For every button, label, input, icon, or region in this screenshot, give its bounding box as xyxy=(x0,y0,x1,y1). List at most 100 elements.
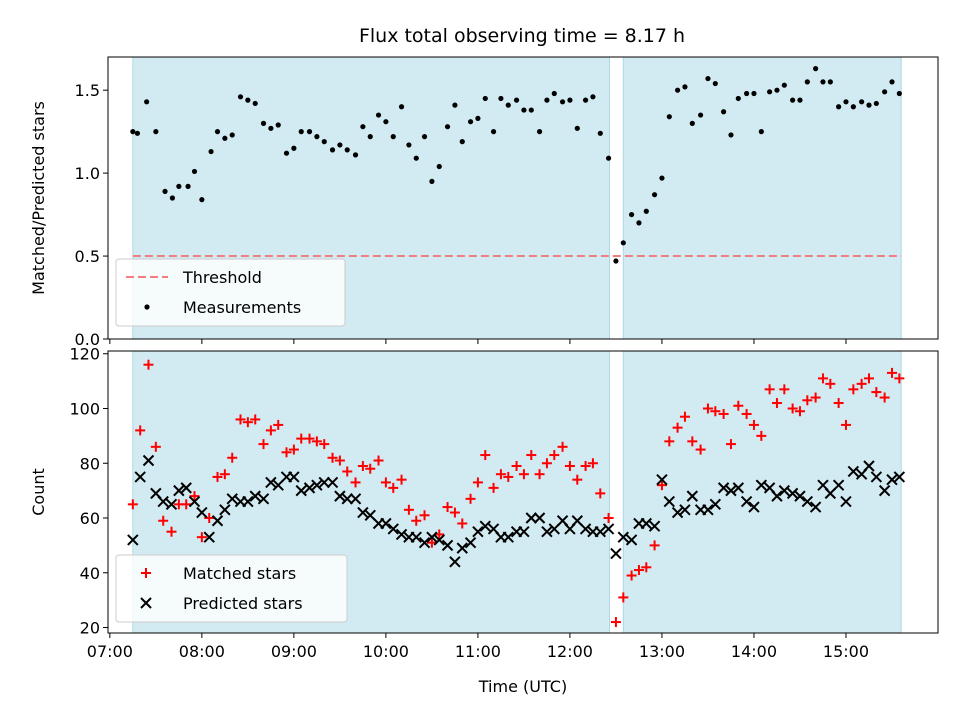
matched-point xyxy=(741,408,752,419)
matched-point xyxy=(656,480,667,491)
matched-point xyxy=(641,562,652,573)
measurement-point xyxy=(873,100,879,107)
matched-point xyxy=(365,463,376,474)
matched-point xyxy=(595,488,606,499)
measurement-point xyxy=(222,135,228,141)
matched-point xyxy=(733,400,744,411)
measurement-point xyxy=(176,183,182,189)
predicted-point xyxy=(249,490,261,502)
matched-point xyxy=(143,359,154,370)
matched-point xyxy=(825,378,836,389)
matched-point xyxy=(388,482,399,493)
predicted-point xyxy=(219,504,231,516)
matched-point xyxy=(311,436,322,447)
measurement-point xyxy=(314,134,320,140)
legend-predicted-swatch xyxy=(140,597,152,609)
ratio-panel: 0.0 0.5 1.0 1.5 Matched/Predicted stars Thr… xyxy=(29,56,939,349)
matched-point xyxy=(196,532,207,543)
matched-point xyxy=(518,469,529,480)
y-tick-label: 40 xyxy=(80,564,100,583)
predicted-point xyxy=(410,531,422,543)
legend-matched-swatch xyxy=(141,568,151,578)
legend-threshold-label: Threshold xyxy=(182,268,262,287)
matched-point xyxy=(327,452,338,463)
predicted-point xyxy=(426,531,438,543)
predicted-point xyxy=(679,504,691,516)
predicted-point xyxy=(387,523,399,535)
measurement-point xyxy=(751,90,757,97)
matched-point xyxy=(204,513,215,524)
measurement-point xyxy=(597,130,603,136)
matched-point xyxy=(304,433,315,444)
matched-point xyxy=(380,477,391,488)
matched-point xyxy=(227,452,238,463)
matched-point xyxy=(189,491,200,502)
measurement-point xyxy=(268,125,274,131)
matched-point xyxy=(127,499,138,510)
matched-point xyxy=(687,436,698,447)
matched-point xyxy=(787,403,798,414)
predicted-point xyxy=(303,482,316,494)
matched-point xyxy=(802,395,813,406)
measurement-point xyxy=(337,142,343,148)
predicted-point xyxy=(663,495,676,508)
count-plot-frame xyxy=(107,350,939,634)
measurement-point xyxy=(674,87,681,93)
predicted-point xyxy=(311,479,323,491)
chart-title: Flux total observing time = 8.17 h xyxy=(359,25,685,47)
predicted-point xyxy=(349,493,362,505)
measurement-point xyxy=(237,94,244,100)
predicted-point xyxy=(686,490,699,502)
predicted-point xyxy=(257,493,270,505)
measurement-point xyxy=(521,107,527,113)
matched-point xyxy=(403,504,414,515)
legend-predicted-label: Predicted stars xyxy=(183,594,303,613)
measurement-point xyxy=(889,79,895,85)
count-panel: 20 40 60 80 100 120 07:00 08:00 09:00 10:00 11:00 1… xyxy=(29,345,939,696)
predicted-point xyxy=(801,495,814,508)
predicted-point xyxy=(840,495,852,508)
matched-point xyxy=(442,502,453,513)
measurement-point xyxy=(185,183,191,189)
x-tick-label: 15:00 xyxy=(823,642,869,661)
measurement-point xyxy=(444,124,451,130)
predicted-point xyxy=(165,498,178,511)
matched-point xyxy=(725,439,736,450)
matched-point xyxy=(158,515,169,526)
predicted-point xyxy=(288,471,300,483)
measurement-point xyxy=(436,163,442,170)
measurement-point xyxy=(582,97,589,103)
x-tick-label: 07:00 xyxy=(87,642,133,661)
predicted-point xyxy=(617,531,630,543)
matched-point xyxy=(610,617,621,628)
count-legend-box xyxy=(115,554,348,623)
predicted-point xyxy=(533,512,546,524)
predicted-point xyxy=(671,506,684,519)
matched-point xyxy=(235,414,246,425)
y-tick-label: 0.5 xyxy=(75,247,100,266)
matched-point xyxy=(863,373,874,384)
y-tick-label: 0.0 xyxy=(75,330,100,349)
matched-point xyxy=(488,482,499,493)
matched-point xyxy=(748,419,759,430)
measurement-point xyxy=(896,90,902,97)
matched-point xyxy=(219,469,230,480)
measurement-point xyxy=(298,129,304,135)
measurement-point xyxy=(804,79,810,85)
measurement-point xyxy=(229,132,235,138)
matched-point xyxy=(419,510,430,521)
matched-point xyxy=(718,408,729,419)
matched-point xyxy=(833,398,844,409)
measurement-point xyxy=(467,119,474,125)
matched-point xyxy=(449,507,460,518)
measurements-series xyxy=(130,66,902,264)
predicted-point xyxy=(656,473,668,486)
ratio-plot-frame xyxy=(107,56,939,340)
measurement-point xyxy=(559,99,566,105)
predicted-point xyxy=(203,531,215,543)
measurement-point xyxy=(367,134,373,140)
predicted-point xyxy=(334,490,346,502)
y-tick-label: 1.5 xyxy=(75,81,100,100)
x-tick-label: 10:00 xyxy=(363,642,409,661)
measurement-point xyxy=(406,142,412,148)
